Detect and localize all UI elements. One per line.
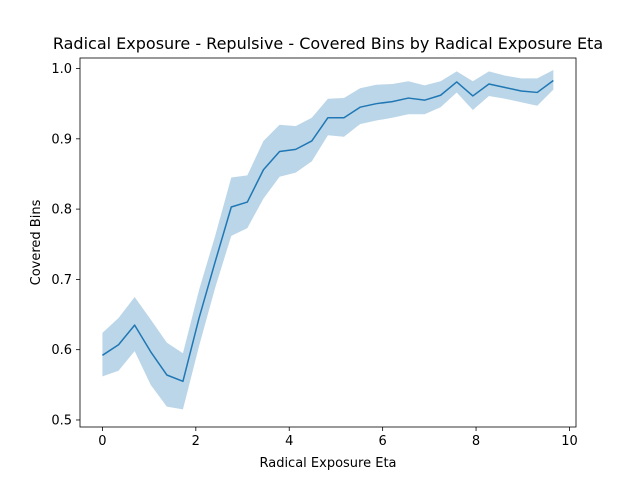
confidence-band [102,69,554,410]
plot-area [102,69,554,410]
y-tick-label: 1.0 [51,62,72,77]
series-line [102,79,554,383]
x-tick-label: 8 [472,434,480,449]
y-tick-label: 0.7 [51,273,72,288]
y-tick-label: 0.9 [51,132,72,147]
chart-title: Radical Exposure - Repulsive - Covered B… [53,34,603,53]
x-tick-label: 2 [192,434,200,449]
x-axis-title: Radical Exposure Eta [259,456,396,471]
y-axis-ticks: 0.5 0.6 0.7 0.8 0.9 1.0 [51,62,80,428]
y-tick-label: 0.6 [51,343,72,358]
x-axis-ticks: 0 2 4 6 8 10 [98,427,578,449]
x-tick-label: 10 [561,434,578,449]
y-tick-label: 0.5 [51,413,72,428]
x-tick-label: 6 [379,434,387,449]
x-tick-label: 4 [285,434,293,449]
y-axis-title: Covered Bins [29,199,44,285]
x-tick-label: 0 [98,434,106,449]
y-tick-label: 0.8 [51,203,72,218]
plot-frame [79,57,577,428]
